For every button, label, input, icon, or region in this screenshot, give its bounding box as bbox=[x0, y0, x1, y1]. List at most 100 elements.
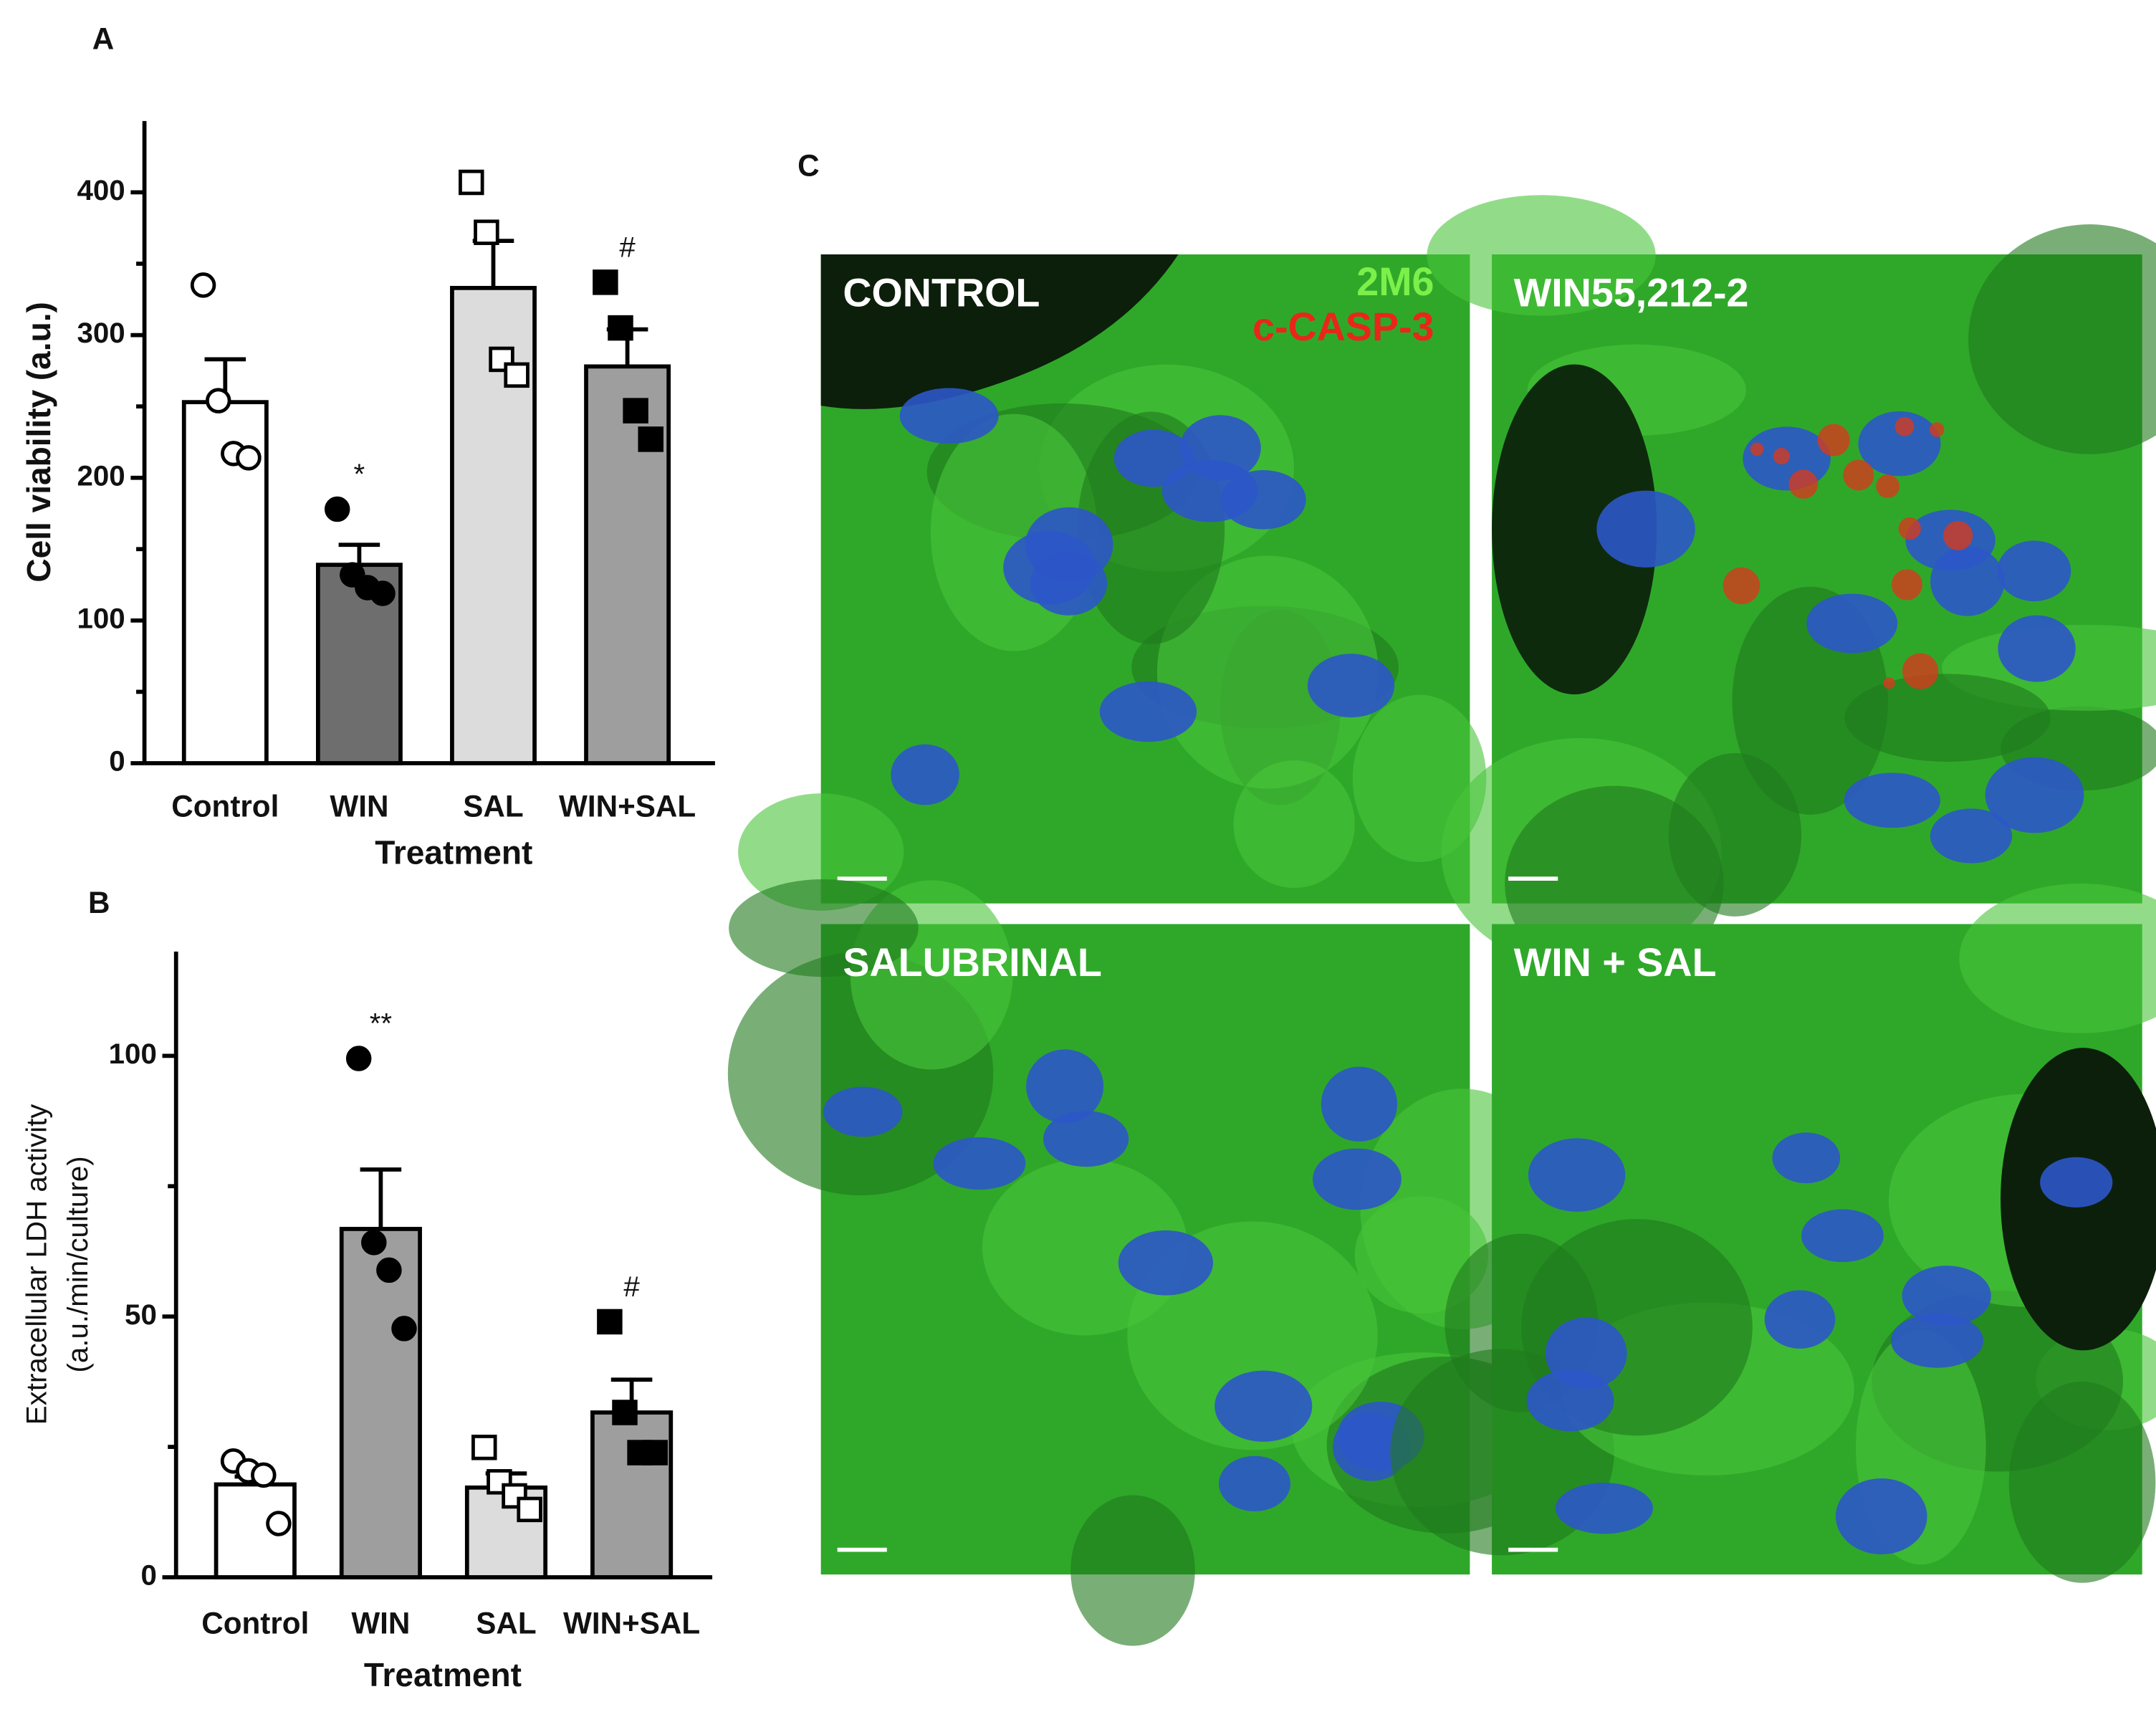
nucleus bbox=[1214, 1370, 1313, 1442]
nucleus bbox=[933, 1137, 1026, 1190]
nucleus bbox=[1003, 530, 1096, 605]
data-point bbox=[593, 269, 618, 295]
data-point bbox=[324, 496, 350, 522]
micrograph-label: SALUBRINAL bbox=[843, 940, 1102, 985]
cytoplasm bbox=[729, 879, 919, 977]
data-point bbox=[608, 315, 633, 341]
nucleus bbox=[1985, 757, 2084, 833]
annotation: # bbox=[623, 1271, 640, 1303]
data-point bbox=[391, 1316, 417, 1342]
nucleus bbox=[1526, 1369, 1614, 1432]
casp-signal bbox=[1929, 422, 1945, 437]
cytoplasm bbox=[982, 1159, 1188, 1336]
nucleus bbox=[1596, 490, 1695, 568]
nucleus bbox=[1220, 470, 1306, 530]
data-point bbox=[638, 426, 663, 452]
x-tick-label: WIN+SAL bbox=[563, 1606, 700, 1640]
annotation: # bbox=[619, 231, 636, 263]
dark-region bbox=[820, 254, 1179, 409]
cytoplasm bbox=[2008, 1381, 2156, 1583]
cytoplasm bbox=[1156, 555, 1379, 789]
cytoplasm bbox=[1968, 224, 2156, 454]
nucleus bbox=[1764, 1290, 1836, 1349]
cytoplasm bbox=[1844, 674, 2051, 762]
x-axis-title: Treatment bbox=[375, 834, 532, 871]
x-tick-label: WIN+SAL bbox=[559, 789, 696, 823]
nucleus bbox=[1218, 1455, 1291, 1511]
nucleus bbox=[1772, 1132, 1841, 1184]
data-point bbox=[370, 580, 396, 606]
y-tick-label: 0 bbox=[140, 1559, 156, 1592]
bar bbox=[590, 1410, 674, 1579]
x-tick-label: Control bbox=[201, 1606, 309, 1640]
casp-signal bbox=[1902, 653, 1939, 689]
error-bar bbox=[360, 1167, 402, 1229]
nucleus bbox=[1026, 1049, 1104, 1124]
data-point bbox=[236, 445, 262, 471]
casp-signal bbox=[1894, 416, 1915, 436]
error-bar bbox=[472, 239, 514, 288]
dark-region bbox=[1492, 364, 1657, 695]
data-point bbox=[190, 272, 216, 298]
nucleus bbox=[1307, 654, 1395, 718]
data-point bbox=[642, 1440, 668, 1465]
nucleus bbox=[1844, 773, 1941, 828]
nucleus bbox=[1801, 1209, 1884, 1263]
nucleus bbox=[1118, 1230, 1214, 1296]
micrograph-label: WIN + SAL bbox=[1514, 940, 1717, 985]
x-tick-label: SAL bbox=[476, 1606, 536, 1640]
nucleus bbox=[1835, 1478, 1927, 1555]
data-point bbox=[612, 1400, 638, 1425]
x-tick-label: WIN bbox=[351, 1606, 410, 1640]
nucleus bbox=[899, 388, 999, 444]
data-point bbox=[623, 398, 648, 424]
nucleus bbox=[1890, 1314, 1984, 1368]
casp-signal bbox=[1750, 442, 1764, 456]
casp-signal bbox=[1943, 520, 1973, 551]
panel-letter: B bbox=[88, 886, 110, 919]
x-tick-label: WIN bbox=[330, 789, 388, 823]
cytoplasm bbox=[1427, 195, 1656, 316]
micrograph-label: CONTROL bbox=[843, 270, 1040, 315]
cytoplasm bbox=[1959, 884, 2156, 1033]
nucleus bbox=[1858, 411, 1941, 477]
casp-signal bbox=[1898, 517, 1921, 540]
x-tick-label: SAL bbox=[463, 789, 523, 823]
nucleus bbox=[1321, 1066, 1398, 1142]
nucleus bbox=[823, 1086, 903, 1137]
annotation: * bbox=[354, 458, 365, 490]
y-tick-label: 100 bbox=[109, 1038, 157, 1070]
casp-signal bbox=[1876, 474, 1900, 499]
data-point bbox=[459, 169, 484, 196]
data-point bbox=[376, 1257, 402, 1283]
nucleus bbox=[1528, 1138, 1626, 1212]
bar bbox=[584, 364, 671, 765]
casp-signal bbox=[1788, 469, 1819, 499]
x-tick-label: Control bbox=[171, 789, 279, 823]
data-point bbox=[474, 219, 499, 245]
data-point bbox=[361, 1230, 387, 1256]
panel-letter: A bbox=[92, 22, 114, 56]
nucleus bbox=[1902, 1266, 1991, 1326]
nucleus bbox=[1043, 1111, 1129, 1167]
cytoplasm bbox=[1233, 760, 1355, 889]
data-point bbox=[345, 1046, 372, 1071]
y-tick-label: 50 bbox=[125, 1299, 157, 1331]
data-point bbox=[251, 1462, 277, 1488]
y-tick-label: 0 bbox=[109, 745, 125, 778]
annotation: ** bbox=[370, 1008, 393, 1040]
panel-letter: C bbox=[797, 148, 819, 182]
nucleus bbox=[1099, 681, 1197, 742]
y-tick-label: 400 bbox=[77, 174, 125, 206]
bar bbox=[339, 1227, 422, 1579]
data-point bbox=[266, 1511, 292, 1536]
data-point bbox=[597, 1309, 623, 1335]
micrographs: CONTROL WIN55,212-2 SALUBRINAL WIN + SAL 2M6… bbox=[727, 195, 2156, 1646]
nucleus bbox=[1998, 615, 2076, 682]
y-tick-label: 200 bbox=[77, 459, 125, 492]
chart: 0 100 200 300 400 Control * WIN SAL # WIN+SAL Treat… bbox=[20, 120, 715, 871]
nucleus bbox=[1555, 1483, 1653, 1534]
casp-signal bbox=[1891, 569, 1922, 601]
nucleus bbox=[1333, 1412, 1410, 1481]
casp-signal bbox=[1773, 447, 1790, 465]
